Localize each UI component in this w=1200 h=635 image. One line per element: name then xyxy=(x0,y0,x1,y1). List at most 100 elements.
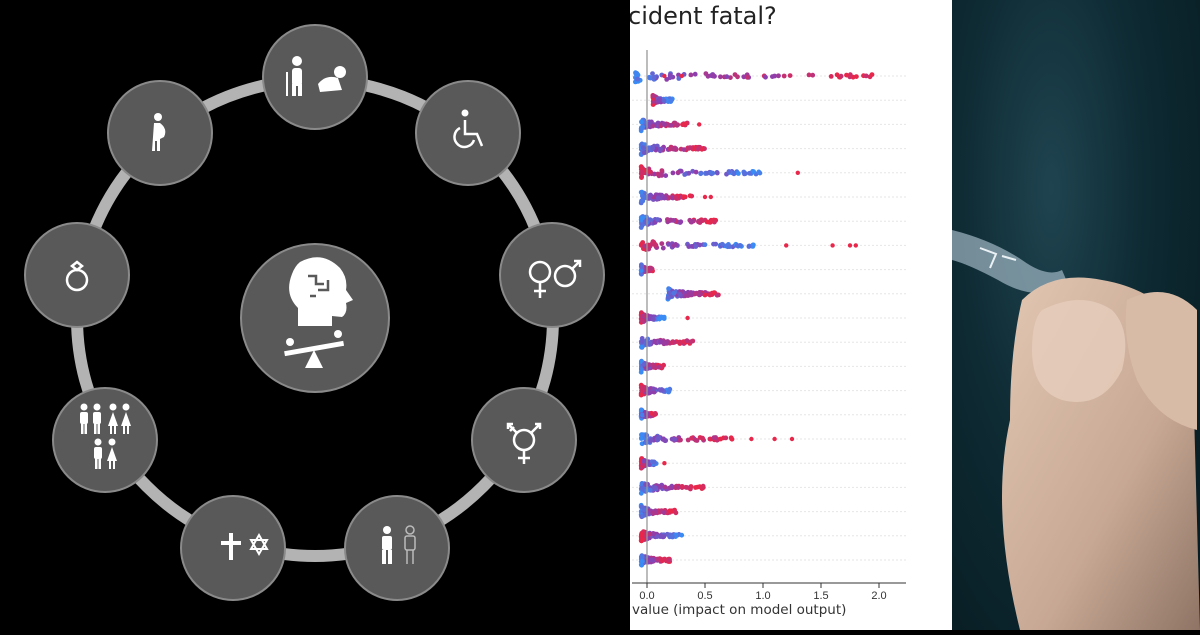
transgender-symbol-icon xyxy=(506,422,542,464)
feature-row-11 xyxy=(638,336,696,350)
data-point xyxy=(651,74,657,80)
data-point xyxy=(751,169,756,175)
data-point xyxy=(679,532,685,538)
hand-holding-cable-icon xyxy=(952,230,1200,630)
data-point xyxy=(671,290,677,296)
outlier-point xyxy=(662,73,667,79)
data-point xyxy=(642,313,647,319)
outlier-point xyxy=(749,436,754,442)
data-point xyxy=(711,290,717,295)
data-point xyxy=(646,145,652,151)
data-point xyxy=(638,490,644,496)
data-point xyxy=(735,243,740,248)
data-point xyxy=(650,93,656,99)
data-point xyxy=(657,484,663,490)
outlier-point xyxy=(784,243,789,248)
gender-symbols-icon xyxy=(528,259,582,298)
data-point xyxy=(844,72,849,78)
data-point xyxy=(693,244,699,249)
data-point xyxy=(651,364,657,369)
data-point xyxy=(683,484,689,490)
data-point xyxy=(682,172,688,177)
data-point xyxy=(772,73,777,79)
data-point xyxy=(639,344,644,350)
feature-row-2 xyxy=(638,117,702,134)
ring-node-transgender xyxy=(471,387,577,493)
data-point xyxy=(676,76,682,81)
data-point xyxy=(640,318,645,324)
data-point xyxy=(704,170,710,176)
data-point xyxy=(661,121,666,126)
data-point xyxy=(663,173,669,179)
data-point xyxy=(667,508,673,514)
data-point xyxy=(727,244,733,250)
data-point xyxy=(838,73,844,79)
data-point xyxy=(640,124,645,130)
family-figures-icon xyxy=(80,403,131,469)
wheelchair-icon xyxy=(453,109,484,149)
data-point xyxy=(697,220,703,225)
data-point xyxy=(724,74,730,80)
data-point xyxy=(718,436,723,442)
data-point xyxy=(680,122,685,127)
data-point xyxy=(666,290,672,296)
data-point xyxy=(746,244,752,249)
data-point xyxy=(702,242,708,248)
data-point xyxy=(673,510,679,516)
data-point xyxy=(704,219,710,225)
x-axis-label: value (impact on model output) xyxy=(632,602,847,618)
data-point xyxy=(667,146,673,152)
data-point xyxy=(776,73,781,79)
data-point xyxy=(640,487,646,492)
data-point xyxy=(687,193,693,199)
data-point xyxy=(686,145,692,151)
outlier-point xyxy=(697,122,702,127)
data-point xyxy=(662,484,668,490)
data-point xyxy=(869,72,875,77)
protected-attributes-diagram xyxy=(24,24,605,601)
data-point xyxy=(641,458,646,464)
data-point xyxy=(664,77,670,82)
data-point xyxy=(668,123,674,128)
data-point xyxy=(649,557,654,563)
outlier-point xyxy=(830,243,835,248)
data-point xyxy=(666,195,671,201)
data-point xyxy=(662,438,668,444)
data-point xyxy=(668,98,674,104)
data-point xyxy=(652,485,658,490)
data-point xyxy=(692,291,698,297)
data-point xyxy=(731,171,737,177)
data-point xyxy=(720,241,725,247)
outlier-point xyxy=(679,73,684,79)
data-point xyxy=(678,168,684,174)
data-point xyxy=(639,169,644,175)
data-point xyxy=(638,268,644,273)
data-point xyxy=(653,242,659,248)
data-point xyxy=(681,147,687,153)
feature-row-9 xyxy=(665,286,721,302)
chart-title: cident fatal? xyxy=(630,2,777,30)
data-point xyxy=(652,411,658,416)
data-point xyxy=(655,217,660,222)
data-point xyxy=(650,510,656,516)
data-point xyxy=(654,534,660,539)
data-point xyxy=(686,170,692,176)
data-point xyxy=(692,71,698,77)
data-point xyxy=(708,170,714,175)
data-point xyxy=(642,387,648,392)
ring-node-elderly-baby xyxy=(262,24,368,130)
data-point xyxy=(655,171,661,177)
data-point xyxy=(810,72,816,78)
data-point xyxy=(681,194,687,200)
feature-row-15 xyxy=(638,432,795,447)
data-point xyxy=(653,339,658,344)
outlier-point xyxy=(853,243,858,248)
feature-row-17 xyxy=(638,481,706,496)
data-point xyxy=(639,264,644,270)
data-point xyxy=(639,174,644,180)
x-tick-label: 1.0 xyxy=(755,590,770,602)
outlier-point xyxy=(702,194,708,200)
outlier-point xyxy=(772,436,777,442)
data-point xyxy=(662,195,667,201)
data-point xyxy=(647,390,652,396)
